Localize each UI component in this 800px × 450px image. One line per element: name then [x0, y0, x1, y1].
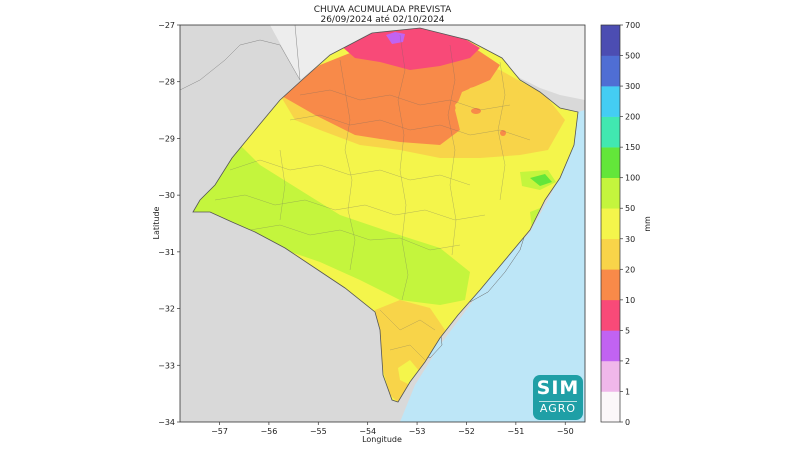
colorbar-segment — [601, 25, 620, 56]
simagro-logo: SIM AGRO — [533, 375, 583, 420]
colorbar-segment — [601, 55, 620, 87]
purple-patch-2-5 — [386, 32, 405, 44]
y-tick-label: −33 — [158, 361, 175, 370]
y-tick-label: −28 — [158, 78, 175, 87]
x-tick-label: −53 — [409, 427, 426, 436]
colorbar-segment — [601, 330, 620, 362]
colorbar-segment — [601, 116, 620, 148]
colorbar-level-label: 0 — [625, 418, 630, 427]
map-frame — [179, 24, 586, 423]
y-tick-label: −34 — [158, 418, 175, 427]
y-tick-label: −30 — [158, 191, 175, 200]
south-orange-light — [375, 300, 445, 402]
y-axis-label: Latitude — [152, 206, 161, 239]
x-tick-label: −55 — [310, 427, 327, 436]
colorbar-level-label: 700 — [625, 21, 640, 30]
y-tick-label: −29 — [158, 134, 175, 143]
colorbar: 0 1 2 5 10 20 30 50 100 150 200 300 500 700 — [600, 21, 640, 427]
orange-band-10-20 — [280, 38, 500, 145]
colorbar-segment — [601, 391, 620, 423]
yellow-pocket — [455, 80, 520, 140]
pink-spot-a — [471, 108, 481, 114]
colorbar-segment — [601, 177, 620, 209]
colorbar-level-label: 5 — [625, 326, 630, 335]
colorbar-level-label: 20 — [625, 265, 635, 274]
colorbar-segment — [601, 86, 620, 117]
colorbar-level-label: 10 — [625, 296, 635, 305]
y-tick-label: −27 — [158, 21, 175, 30]
x-tick-label: −50 — [557, 427, 574, 436]
colorbar-level-label: 30 — [625, 235, 635, 244]
colorbar-level-label: 100 — [625, 174, 640, 183]
colorbar-segment — [601, 208, 620, 240]
colorbar-level-label: 200 — [625, 113, 640, 122]
colorbar-level-label: 2 — [625, 357, 630, 366]
municipal-boundaries — [214, 34, 531, 361]
logo-line1: SIM — [536, 377, 580, 399]
colorbar-segment — [601, 299, 620, 331]
x-tick-label: −54 — [359, 427, 376, 436]
x-axis-ticks: −57 −56 −55 −54 −53 −52 −51 −50 — [211, 422, 574, 436]
colorbar-level-label: 50 — [625, 204, 635, 213]
x-tick-label: −52 — [458, 427, 475, 436]
pink-band-5-10 — [340, 28, 480, 70]
colorbar-level-label: 500 — [625, 52, 640, 61]
y-tick-label: −32 — [158, 305, 175, 314]
y-tick-label: −31 — [158, 248, 175, 257]
green-patch-100-150 — [530, 174, 552, 186]
x-tick-label: −56 — [260, 427, 277, 436]
y-axis-ticks: −27 −28 −29 −30 −31 −32 −33 −34 — [158, 21, 180, 427]
x-tick-label: −57 — [211, 427, 228, 436]
ocean — [400, 110, 585, 422]
map-subtitle: 26/09/2024 até 02/10/2024 — [320, 15, 445, 25]
country-border-north — [294, 24, 301, 81]
x-axis-label: Longitude — [362, 435, 402, 444]
colorbar-segment — [601, 360, 620, 392]
state-outline — [192, 27, 579, 403]
colorbar-segment — [601, 238, 620, 270]
country-border-west — [179, 39, 301, 91]
map-title: CHUVA ACUMULADA PREVISTA — [313, 5, 452, 15]
colorbar-level-label: 300 — [625, 82, 640, 91]
logo-line2: AGRO — [539, 401, 577, 415]
green-band-50-100 — [193, 140, 470, 305]
colorbar-level-label: 1 — [625, 387, 630, 396]
colorbar-label: mm — [643, 216, 652, 232]
x-tick-label: −51 — [507, 427, 524, 436]
colorbar-frame — [600, 24, 621, 423]
colorbar-segment — [601, 147, 620, 178]
colorbar-level-label: 150 — [625, 143, 640, 152]
colorbar-segment — [601, 269, 620, 301]
santa-catarina-region — [270, 25, 585, 100]
